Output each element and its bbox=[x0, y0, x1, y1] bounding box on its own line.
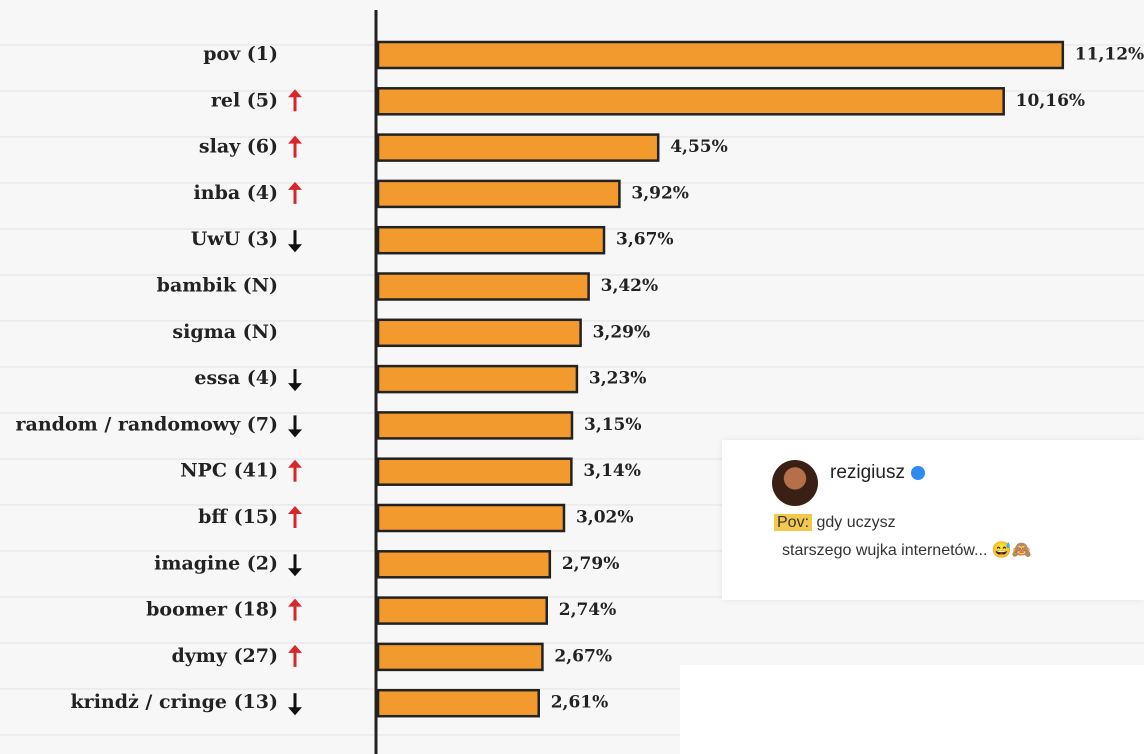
category-label: dymy (27) bbox=[171, 645, 278, 667]
bar bbox=[378, 598, 547, 624]
category-label: NPC (41) bbox=[180, 460, 278, 482]
value-label: 11,12% bbox=[1075, 45, 1144, 65]
trend-arrow-head bbox=[288, 244, 302, 252]
post-line: Pov: gdy uczysz bbox=[774, 514, 896, 532]
bar bbox=[378, 320, 581, 346]
category-label: slay (6) bbox=[199, 136, 278, 158]
trend-arrow-head bbox=[288, 599, 302, 607]
post-card: rezigiusz Pov: gdy uczysz starszego wujk… bbox=[722, 440, 1144, 600]
bar bbox=[378, 644, 542, 670]
avatar bbox=[772, 460, 818, 506]
trend-arrow-head bbox=[288, 568, 302, 576]
trend-arrow-head bbox=[288, 383, 302, 391]
value-label: 3,14% bbox=[583, 461, 641, 481]
bar bbox=[378, 690, 539, 716]
bar bbox=[378, 88, 1004, 114]
value-label: 2,61% bbox=[551, 693, 609, 713]
bar bbox=[378, 135, 658, 161]
trend-arrow-head bbox=[288, 182, 302, 190]
paper-patch bbox=[680, 665, 1144, 754]
chart: pov (1) 11,12% rel (5) 10,16% slay (6) 4,55% i… bbox=[0, 0, 1144, 754]
value-label: 10,16% bbox=[1016, 91, 1085, 111]
value-label: 3,23% bbox=[589, 369, 647, 389]
trend-arrow-head bbox=[288, 89, 302, 97]
category-label: sigma (N) bbox=[172, 321, 278, 343]
username: rezigiusz bbox=[830, 462, 925, 484]
category-label: krindż / cringe (13) bbox=[71, 691, 278, 713]
value-label: 3,15% bbox=[584, 415, 642, 435]
value-label: 2,67% bbox=[554, 646, 612, 666]
bar bbox=[378, 274, 589, 300]
bar bbox=[378, 227, 604, 253]
category-label: imagine (2) bbox=[154, 552, 278, 574]
category-label: bff (15) bbox=[198, 506, 278, 528]
value-label: 3,42% bbox=[601, 276, 659, 296]
post-text: gdy uczysz bbox=[816, 514, 895, 531]
username-text: rezigiusz bbox=[830, 462, 905, 483]
trend-arrow-head bbox=[288, 645, 302, 653]
value-label: 2,79% bbox=[562, 554, 620, 574]
category-label: rel (5) bbox=[211, 89, 278, 111]
category-label: bambik (N) bbox=[157, 275, 278, 297]
category-label: UwU (3) bbox=[191, 228, 278, 250]
category-label: inba (4) bbox=[194, 182, 278, 204]
bar bbox=[378, 551, 550, 577]
category-label: random / randomowy (7) bbox=[16, 413, 278, 435]
trend-arrow-head bbox=[288, 707, 302, 715]
bar bbox=[378, 505, 564, 531]
trend-arrow-head bbox=[288, 506, 302, 514]
trend-arrow-head bbox=[288, 429, 302, 437]
trend-arrow-head bbox=[288, 460, 302, 468]
value-label: 2,74% bbox=[559, 600, 617, 620]
category-label: pov (1) bbox=[203, 43, 278, 65]
value-label: 3,92% bbox=[631, 183, 689, 203]
bar bbox=[378, 412, 572, 438]
page: pov (1) 11,12% rel (5) 10,16% slay (6) 4,55% i… bbox=[0, 0, 1144, 754]
verified-badge bbox=[911, 466, 925, 480]
post-line: starszego wujka internetów... 😅🙈 bbox=[782, 540, 1032, 560]
value-label: 3,29% bbox=[593, 322, 651, 342]
value-label: 3,67% bbox=[616, 230, 674, 250]
bar bbox=[378, 181, 619, 207]
bar bbox=[378, 459, 571, 485]
value-label: 3,02% bbox=[576, 508, 634, 528]
highlight: Pov: bbox=[774, 514, 812, 531]
value-label: 4,55% bbox=[670, 137, 728, 157]
bar bbox=[378, 42, 1063, 68]
trend-arrow-head bbox=[288, 136, 302, 144]
category-label: essa (4) bbox=[194, 367, 278, 389]
bar bbox=[378, 366, 577, 392]
category-label: boomer (18) bbox=[146, 599, 278, 621]
